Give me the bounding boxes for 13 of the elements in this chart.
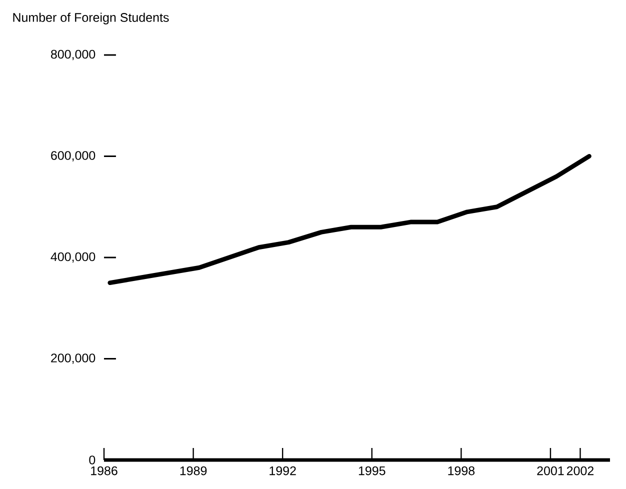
y-tick-label: 400,000	[50, 252, 96, 263]
x-tick-label: 2002	[566, 466, 594, 476]
x-tick-label: 1998	[448, 466, 475, 476]
y-tick-label: 200,000	[51, 354, 96, 364]
y-tick-label: 0	[89, 456, 96, 464]
x-tick-label: 1989	[180, 466, 207, 476]
y-axis-title: Number of Foreign Students	[13, 12, 169, 24]
x-tick-label: 1995	[358, 466, 386, 476]
x-tick-label: 1992	[270, 466, 296, 476]
x-tick-label: 1986	[91, 466, 118, 476]
y-tick-label: 600,000	[51, 151, 96, 162]
y-tick-label: 800,000	[51, 50, 96, 60]
x-tick-label: 2001	[537, 466, 564, 476]
